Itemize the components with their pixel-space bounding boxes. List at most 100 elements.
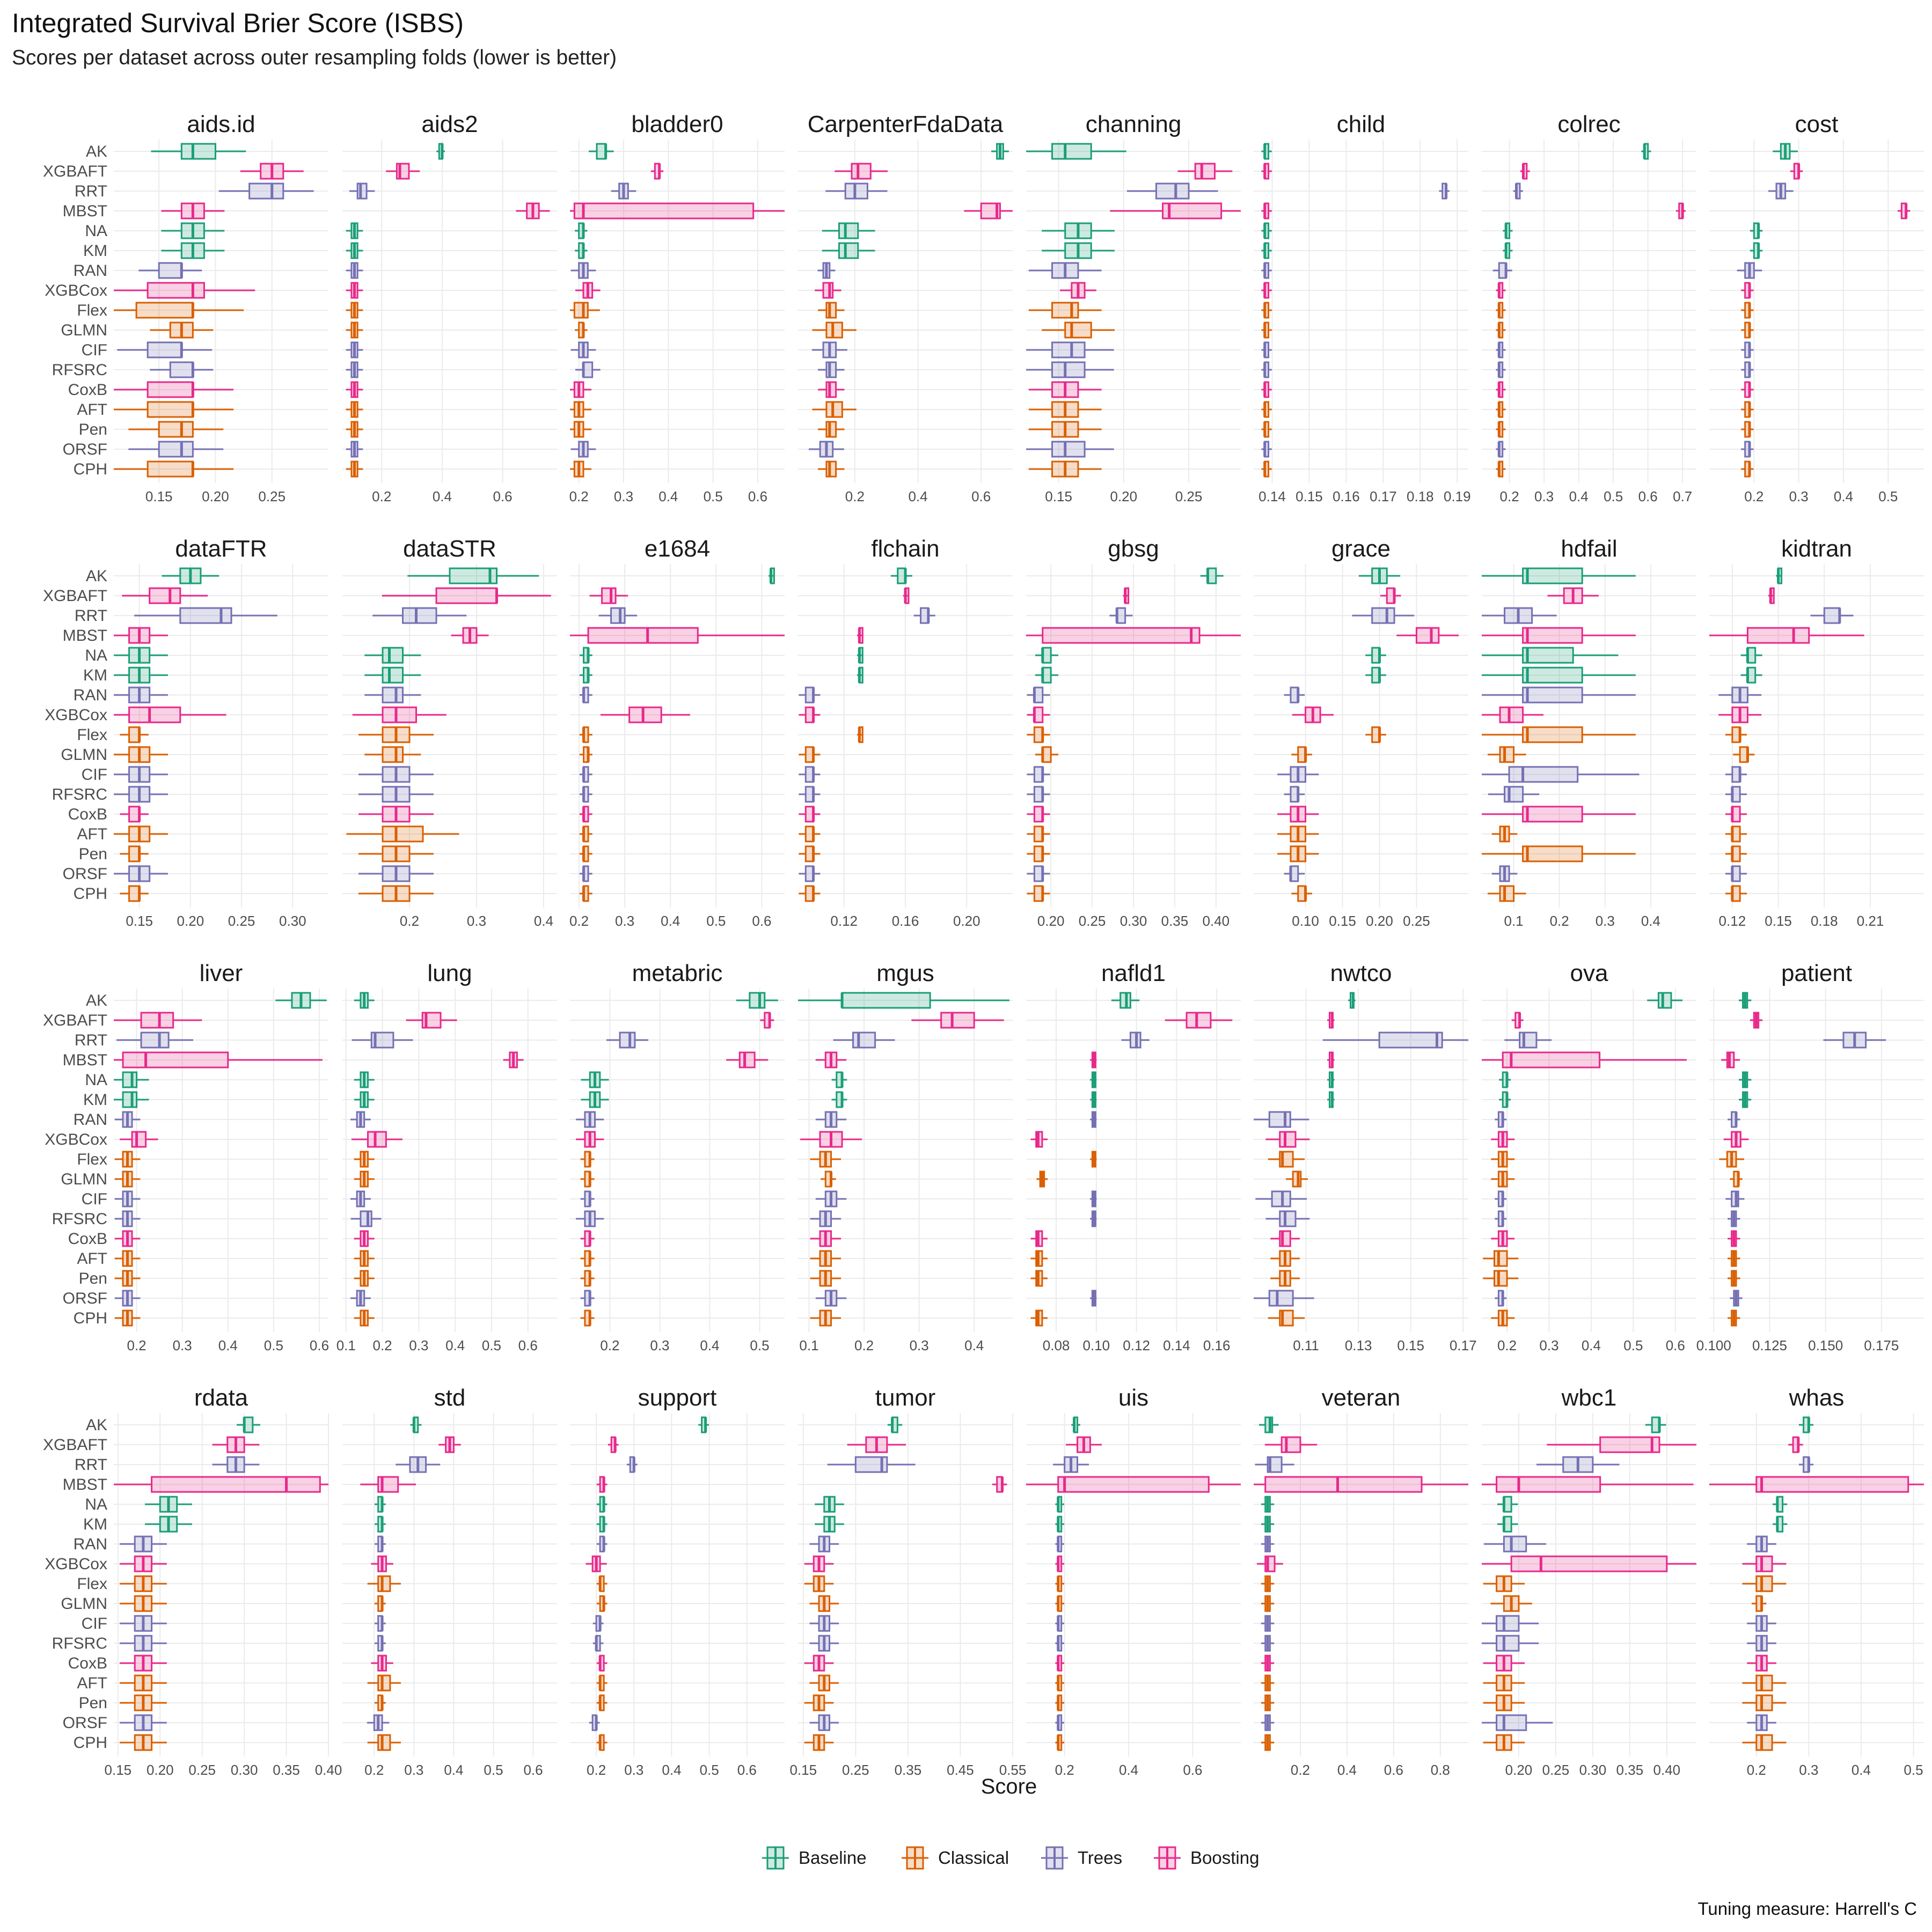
x-tick-label: 0.17 xyxy=(1450,1337,1477,1353)
box xyxy=(852,1031,876,1049)
x-tick-label: 0.6 xyxy=(1638,488,1658,504)
y-tick-label: RFSRC xyxy=(52,1210,107,1228)
facet-title: support xyxy=(638,1385,717,1411)
box xyxy=(1755,1694,1773,1711)
x-tick-label: 0.6 xyxy=(1666,1337,1685,1353)
facet-title: tumor xyxy=(875,1385,935,1411)
y-tick-label: CoxB xyxy=(68,1655,107,1672)
y-tick-label: XGBCox xyxy=(45,1555,107,1573)
box xyxy=(147,341,182,358)
box xyxy=(1522,845,1583,862)
box xyxy=(360,1210,372,1227)
x-tick-label: 0.20 xyxy=(1037,913,1065,929)
x-tick-label: 0.35 xyxy=(1161,913,1189,929)
x-tick-label: 0.4 xyxy=(433,488,452,504)
facet-title: hdfail xyxy=(1561,536,1617,562)
facet-title: metabric xyxy=(632,960,723,986)
x-tick-label: 0.4 xyxy=(1851,1762,1871,1778)
x-tick-label: 0.100 xyxy=(1696,1337,1731,1353)
x-tick-label: 0.6 xyxy=(310,1337,329,1353)
x-tick-label: 0.25 xyxy=(1403,913,1430,929)
y-tick-label: Flex xyxy=(77,1151,107,1168)
box xyxy=(1755,1734,1773,1751)
y-tick-label: MBST xyxy=(63,1051,107,1069)
facet-panel: 0.2 0.3 0.4 0.5 metabric xyxy=(570,960,785,1353)
y-tick-label: Pen xyxy=(79,1270,107,1287)
box xyxy=(573,302,589,319)
x-tick-label: 0.3 xyxy=(910,1337,929,1353)
x-tick-label: 0.6 xyxy=(737,1762,757,1778)
y-tick-label: MBST xyxy=(63,627,107,645)
x-tick-label: 0.5 xyxy=(1904,1762,1923,1778)
x-tick-label: 0.14 xyxy=(1258,488,1286,504)
box xyxy=(1496,1615,1520,1632)
x-tick-label: 0.13 xyxy=(1345,1337,1372,1353)
facet-panel: 0.15 0.20 0.25 0.30 dataFTR AK XGBAFT RRT MBST NA… xyxy=(43,536,328,929)
x-tick-label: 0.2 xyxy=(1747,1762,1766,1778)
box xyxy=(248,182,284,200)
facet-panel: 0.2 0.3 0.4 dataSTR xyxy=(342,536,557,929)
x-tick-label: 0.15 xyxy=(105,1762,132,1778)
x-tick-label: 0.3 xyxy=(1596,913,1615,929)
y-tick-label: KM xyxy=(83,1516,107,1533)
y-tick-label: GLMN xyxy=(61,746,107,764)
x-tick-label: 0.2 xyxy=(1497,1337,1517,1353)
y-tick-label: XGBCox xyxy=(45,282,107,299)
y-tick-label: ORSF xyxy=(63,1290,107,1307)
x-tick-label: 0.3 xyxy=(624,1762,643,1778)
box xyxy=(1051,361,1086,378)
x-tick-label: 0.18 xyxy=(1407,488,1434,504)
facet-panel: 0.2 0.3 0.4 0.5 0.6 support xyxy=(570,1385,785,1778)
x-tick-label: 0.5 xyxy=(750,1337,769,1353)
x-tick-label: 0.25 xyxy=(188,1762,216,1778)
y-tick-label: XGBAFT xyxy=(43,587,107,605)
box xyxy=(1522,647,1574,664)
x-tick-label: 0.4 xyxy=(534,913,553,929)
box xyxy=(1755,1575,1773,1592)
facet-panel: 0.15 0.20 0.25 aids.id AK XGBAFT RRT MBST NA KM RA… xyxy=(43,111,328,504)
facet-title: bladder0 xyxy=(631,111,723,137)
x-tick-label: 0.40 xyxy=(1653,1762,1681,1778)
x-tick-label: 0.30 xyxy=(231,1762,258,1778)
x-tick-label: 0.2 xyxy=(854,1337,874,1353)
x-tick-label: 0.4 xyxy=(1834,488,1853,504)
x-tick-label: 0.2 xyxy=(569,488,589,504)
y-tick-label: NA xyxy=(85,647,107,664)
x-tick-label: 0.5 xyxy=(264,1337,283,1353)
y-tick-label: GLMN xyxy=(61,321,107,339)
facet-panel: 0.12 0.15 0.18 0.21 kidtran xyxy=(1709,536,1924,929)
box xyxy=(382,746,404,763)
x-tick-label: 0.1 xyxy=(799,1337,818,1353)
box xyxy=(382,825,424,843)
facet-panel: 0.2 0.4 0.6 CarpenterFdaData xyxy=(798,111,1013,504)
facet-title: rdata xyxy=(194,1385,248,1411)
x-tick-label: 0.2 xyxy=(845,488,865,504)
x-tick-label: 0.20 xyxy=(1366,913,1393,929)
box xyxy=(825,381,837,398)
x-tick-label: 0.2 xyxy=(569,913,589,929)
x-tick-label: 0.10 xyxy=(1083,1337,1110,1353)
facet-panel: 0.2 0.4 0.6 0.8 veteran xyxy=(1254,1385,1468,1778)
box xyxy=(367,1131,387,1148)
box xyxy=(122,1051,229,1069)
y-tick-label: Flex xyxy=(77,1575,107,1593)
box xyxy=(382,686,404,704)
x-tick-label: 0.15 xyxy=(1397,1337,1424,1353)
x-tick-label: 0.150 xyxy=(1808,1337,1843,1353)
box xyxy=(1051,441,1086,458)
x-tick-label: 0.2 xyxy=(1500,488,1519,504)
x-tick-label: 0.3 xyxy=(173,1337,192,1353)
x-tick-label: 0.5 xyxy=(1878,488,1898,504)
box xyxy=(1746,627,1810,644)
x-tick-label: 0.6 xyxy=(493,488,513,504)
box xyxy=(619,1031,636,1049)
facet-title: wbc1 xyxy=(1561,1385,1617,1411)
y-tick-label: KM xyxy=(83,1091,107,1109)
x-tick-label: 0.20 xyxy=(202,488,229,504)
box xyxy=(1494,1250,1508,1267)
box xyxy=(825,401,843,418)
facet-title: child xyxy=(1337,111,1386,137)
x-tick-label: 0.2 xyxy=(400,913,419,929)
legend-item: Trees xyxy=(1041,1846,1122,1870)
